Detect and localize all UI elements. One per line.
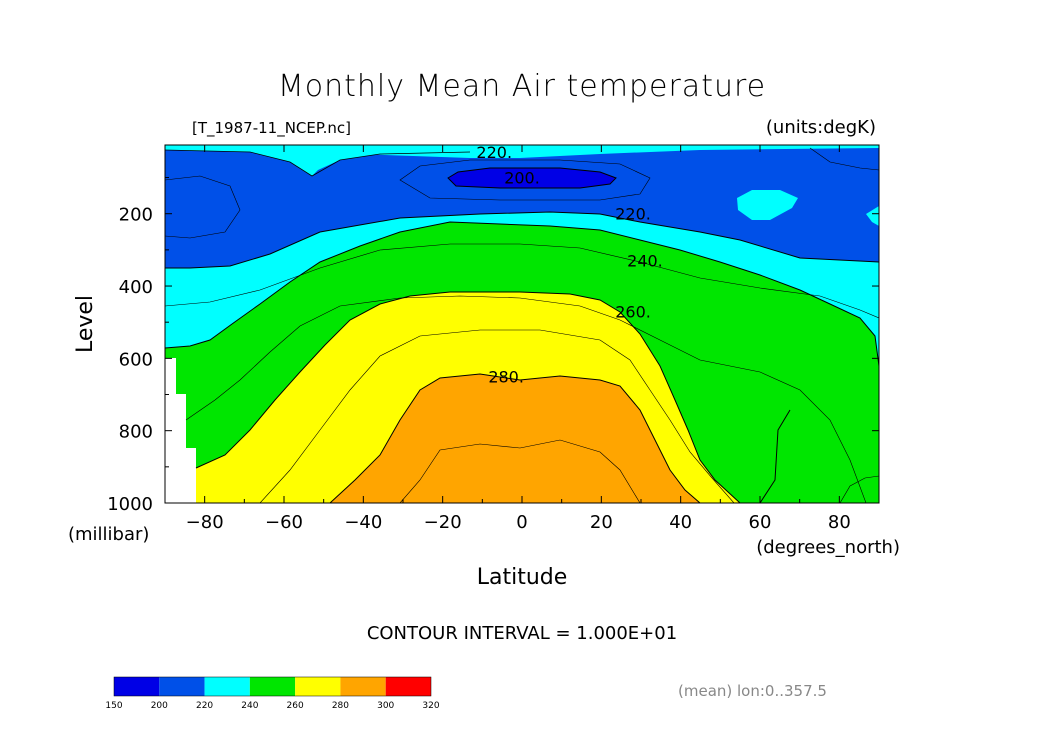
contour-fill-layer (165, 145, 879, 503)
units-label: (units:degK) (766, 117, 876, 138)
y-tick-label: 800 (119, 422, 153, 443)
color-bar-tick-label: 220 (196, 701, 213, 711)
contour-line-280 (329, 373, 701, 503)
contour-value-label: 280. (488, 367, 524, 386)
contour-line-290 (399, 439, 641, 503)
color-bar-tick-label: 280 (332, 701, 349, 711)
contour-line-210-right (809, 147, 879, 171)
color-bar-swatch (204, 677, 250, 696)
color-bar-legend: 150 200 220 240 260 280 300 320 (105, 676, 440, 711)
contour-line-210-left (165, 175, 241, 239)
x-tick-label: −40 (344, 512, 382, 533)
color-bar-tick-label: 200 (151, 701, 168, 711)
y-tick-label: 200 (119, 205, 153, 226)
contour-line-220-lower (165, 211, 879, 269)
contour-line-240 (165, 221, 879, 367)
band-cyan-patch-edge (866, 206, 879, 226)
contour-line-250-right-bottom (839, 475, 879, 503)
x-tick-label: 80 (828, 512, 851, 533)
color-bar-swatch (114, 677, 160, 696)
contour-value-label: 220. (476, 143, 512, 162)
contour-value-label: 200. (504, 169, 540, 188)
contour-lines (165, 147, 879, 503)
color-bar-swatch (295, 677, 341, 696)
y-tick-label: 1000 (107, 494, 153, 515)
y-axis-units: (millibar) (68, 524, 149, 545)
contour-labels: 220. 200. 220. 240. 260. 280. (476, 143, 662, 386)
color-bar-frame (113, 676, 432, 697)
band-darkblue-150-200 (448, 168, 616, 188)
x-tick-label: 60 (749, 512, 772, 533)
contour-line-260 (195, 291, 741, 503)
contour-line-220-upper (165, 149, 471, 177)
contour-line-200 (447, 167, 617, 189)
color-bar-tick-label: 300 (377, 701, 394, 711)
chart-title: Monthly Mean Air temperature (278, 69, 766, 104)
footer-note: (mean) lon:0..357.5 (678, 682, 827, 700)
x-tick-label: 0 (516, 512, 527, 533)
x-tick-label: −80 (186, 512, 224, 533)
band-blue-200-220 (165, 148, 879, 268)
x-tick-label: −20 (424, 512, 462, 533)
color-bar-swatch (385, 677, 431, 696)
x-axis-units: (degrees_north) (756, 537, 900, 558)
x-axis-label: Latitude (477, 565, 568, 590)
band-cyan-patch-right (737, 190, 798, 220)
color-bar-swatch (249, 677, 296, 696)
file-label: [T_1987-11_NCEP.nc] (192, 119, 351, 138)
x-tick-label: 20 (590, 512, 613, 533)
y-tick-label: 600 (119, 349, 153, 370)
color-bar-swatch (340, 677, 386, 696)
x-tick-label: 40 (669, 512, 692, 533)
x-axis: −80 −60 −40 −20 0 20 40 60 80 (164, 145, 880, 533)
contour-line-260-right (759, 409, 791, 503)
y-tick-label: 400 (119, 277, 153, 298)
y-axis: 200 400 600 800 1000 (107, 177, 879, 515)
contour-line-250 (185, 295, 867, 503)
color-bar-tick-label: 260 (287, 701, 304, 711)
color-bar-tick-label: 320 (422, 701, 439, 711)
color-bar-tick-label: 240 (241, 701, 258, 711)
contour-line-210-ring (399, 159, 651, 201)
y-axis-label: Level (73, 295, 98, 353)
missing-data-region (165, 358, 196, 503)
color-bar-tick-label: 150 (105, 701, 122, 711)
contour-interval-text: CONTOUR INTERVAL = 1.000E+01 (367, 623, 677, 644)
band-orange-280-300 (330, 374, 700, 503)
color-bar-swatch (159, 677, 205, 696)
contour-line-270 (259, 329, 735, 503)
contour-value-label: 240. (627, 252, 663, 271)
contour-value-label: 220. (615, 205, 651, 224)
x-tick-label: −60 (265, 512, 303, 533)
contour-value-label: 260. (615, 302, 651, 321)
